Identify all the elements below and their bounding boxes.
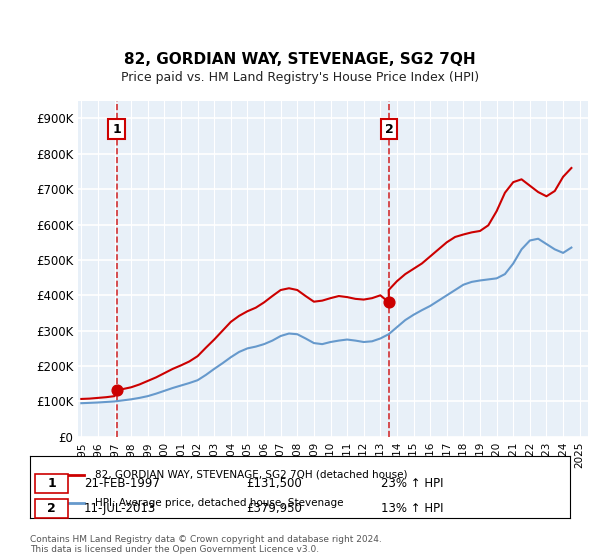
Text: 82, GORDIAN WAY, STEVENAGE, SG2 7QH: 82, GORDIAN WAY, STEVENAGE, SG2 7QH xyxy=(124,52,476,67)
Text: 1: 1 xyxy=(112,123,121,136)
Text: 13% ↑ HPI: 13% ↑ HPI xyxy=(381,502,443,515)
Text: 82, GORDIAN WAY, STEVENAGE, SG2 7QH (detached house): 82, GORDIAN WAY, STEVENAGE, SG2 7QH (det… xyxy=(95,470,407,480)
Text: Contains HM Land Registry data © Crown copyright and database right 2024.
This d: Contains HM Land Registry data © Crown c… xyxy=(30,535,382,554)
Text: HPI: Average price, detached house, Stevenage: HPI: Average price, detached house, Stev… xyxy=(95,498,343,507)
Text: 2: 2 xyxy=(47,502,56,515)
Text: Price paid vs. HM Land Registry's House Price Index (HPI): Price paid vs. HM Land Registry's House … xyxy=(121,71,479,84)
Text: 23% ↑ HPI: 23% ↑ HPI xyxy=(381,477,443,490)
Text: £379,950: £379,950 xyxy=(246,502,302,515)
Text: 1: 1 xyxy=(47,477,56,490)
Text: 21-FEB-1997: 21-FEB-1997 xyxy=(84,477,160,490)
Point xyxy=(112,386,121,395)
Text: 11-JUL-2013: 11-JUL-2013 xyxy=(84,502,156,515)
Text: £131,500: £131,500 xyxy=(246,477,302,490)
FancyBboxPatch shape xyxy=(35,474,68,493)
Text: 2: 2 xyxy=(385,123,394,136)
FancyBboxPatch shape xyxy=(35,499,68,519)
Point xyxy=(384,298,394,307)
